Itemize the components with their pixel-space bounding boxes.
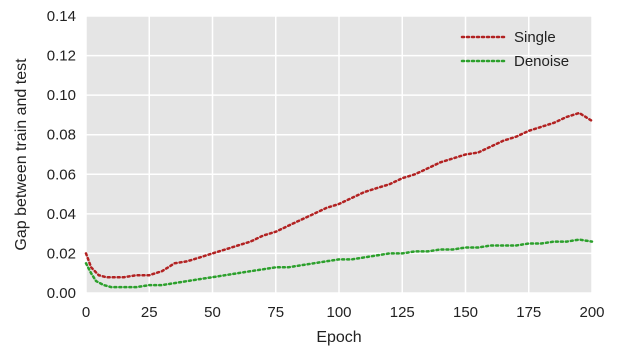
x-tick-label: 25 — [141, 304, 158, 321]
y-tick-label: 0.00 — [47, 285, 76, 302]
y-tick-label: 0.04 — [47, 206, 76, 223]
x-tick-label: 50 — [204, 304, 221, 321]
legend-label-denoise: Denoise — [514, 53, 569, 70]
x-tick-label: 0 — [82, 304, 90, 321]
y-axis-ticks: 0.00 0.02 0.04 0.06 0.08 0.10 0.12 0.14 — [47, 8, 76, 302]
y-tick-label: 0.14 — [47, 8, 76, 25]
x-tick-label: 150 — [453, 304, 478, 321]
x-axis-ticks: 0 25 50 75 100 125 150 175 200 — [82, 304, 605, 321]
x-tick-label: 200 — [579, 304, 604, 321]
y-tick-label: 0.06 — [47, 166, 76, 183]
x-tick-label: 100 — [326, 304, 351, 321]
y-axis-title: Gap between train and test — [13, 58, 30, 251]
y-tick-label: 0.10 — [47, 87, 76, 104]
x-tick-label: 125 — [390, 304, 415, 321]
x-axis-title: Epoch — [316, 329, 361, 346]
y-tick-label: 0.02 — [47, 245, 76, 262]
series-layer — [84, 111, 594, 289]
legend-label-single: Single — [514, 29, 556, 46]
y-tick-label: 0.12 — [47, 48, 76, 65]
series-line-denoise — [84, 238, 594, 289]
x-tick-label: 75 — [267, 304, 284, 321]
grid-lines — [85, 15, 593, 294]
legend: Single Denoise — [460, 29, 569, 70]
x-tick-label: 175 — [516, 304, 541, 321]
series-line-single — [84, 111, 594, 279]
y-tick-label: 0.08 — [47, 127, 76, 144]
